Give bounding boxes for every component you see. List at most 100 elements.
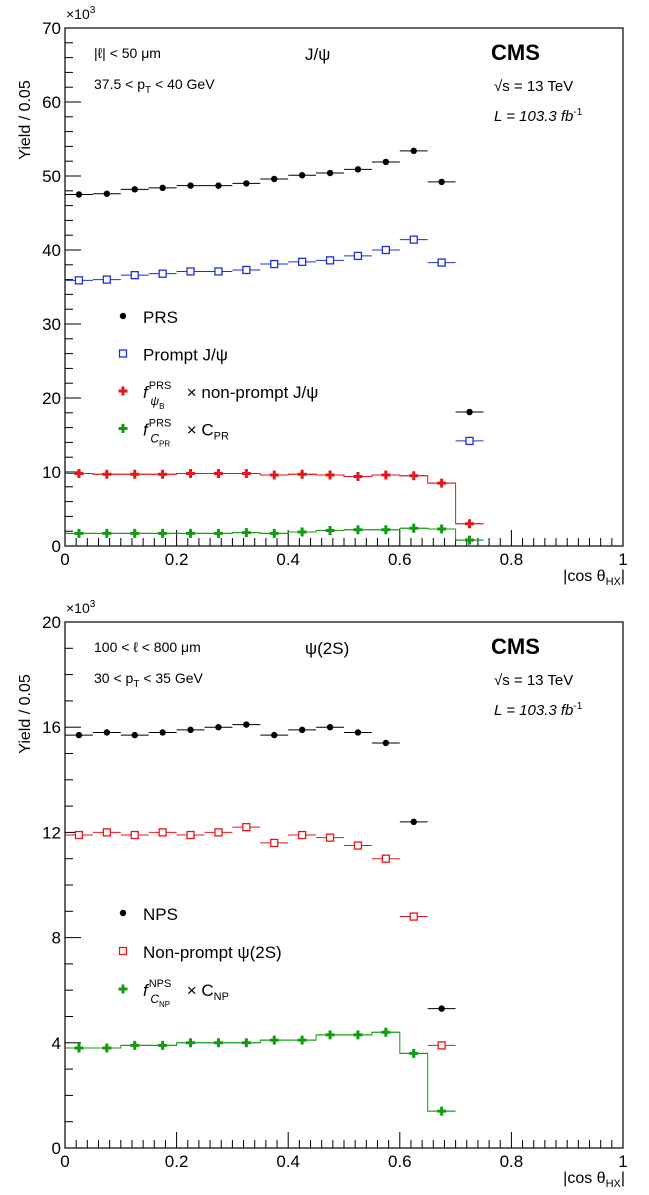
energy-label: √s = 13 TeV bbox=[494, 78, 573, 95]
data-point bbox=[74, 468, 84, 478]
y-multiplier: ×103 bbox=[66, 599, 96, 616]
series-4 bbox=[65, 523, 484, 545]
data-point bbox=[130, 1040, 140, 1050]
data-point bbox=[242, 265, 251, 275]
data-point bbox=[131, 731, 138, 739]
chart-panel-2: 0 0.2 0.4 0.6 0.8 1 0 4 8 12 16 20 ×103 Yield / 0.05 |… bbox=[17, 599, 628, 1190]
lumi-text: L = 103.3 fb bbox=[494, 108, 573, 125]
data-point bbox=[158, 469, 168, 479]
data-point bbox=[130, 271, 139, 280]
y-tick-label: 60 bbox=[42, 93, 61, 112]
series-1 bbox=[65, 147, 484, 416]
legend-marker bbox=[118, 349, 128, 358]
y-multiplier-base: ×10 bbox=[66, 6, 90, 22]
legend-sub: ψ bbox=[150, 394, 159, 408]
legend-f: f bbox=[143, 981, 150, 1000]
legend-label: fPRS ψB × non-prompt J/ψ bbox=[143, 380, 318, 411]
data-point bbox=[437, 1041, 446, 1050]
legend-label: NPS bbox=[143, 905, 178, 924]
data-point bbox=[409, 912, 418, 921]
data-point bbox=[353, 841, 363, 850]
y-tick-label: 40 bbox=[42, 241, 61, 260]
y-tick-label: 4 bbox=[52, 1034, 61, 1053]
data-point bbox=[466, 408, 473, 416]
energy-label: √s = 13 TeV bbox=[494, 672, 573, 689]
data-point bbox=[325, 470, 335, 480]
x-axis-label-sub: HX bbox=[606, 576, 622, 588]
x-tick-label: 0.8 bbox=[500, 1152, 524, 1171]
data-point bbox=[130, 830, 139, 840]
legend-post-sub: PR bbox=[214, 431, 229, 443]
y-multiplier: ×103 bbox=[66, 5, 96, 22]
legend: NPS Non-prompt ψ(2S) fNPS CNP × CNP bbox=[118, 905, 282, 1009]
x-axis-ticks bbox=[64, 530, 624, 546]
legend-f: f bbox=[143, 383, 150, 402]
y-tick-label: 8 bbox=[52, 929, 61, 948]
legend-entry: fNPS CNP × CNP bbox=[118, 978, 229, 1009]
cut-label-1: |ℓ| < 50 μm bbox=[94, 45, 161, 61]
data-point bbox=[409, 471, 419, 481]
data-point bbox=[74, 276, 84, 285]
data-point bbox=[381, 470, 391, 480]
y-tick-label: 20 bbox=[42, 613, 61, 632]
data-point bbox=[410, 147, 417, 155]
experiment-label: CMS bbox=[491, 40, 540, 65]
x-tick-label: 1 bbox=[618, 1152, 627, 1171]
lumi-label: L = 103.3 fb-1 bbox=[494, 701, 583, 719]
data-point bbox=[353, 251, 363, 261]
y-multiplier-exp: 3 bbox=[90, 5, 96, 16]
lumi-text: L = 103.3 fb bbox=[494, 702, 573, 719]
y-axis-ticks bbox=[65, 27, 81, 547]
cut-label-2: 37.5 < pT < 40 GeV bbox=[94, 76, 215, 96]
legend-post: × C bbox=[182, 981, 214, 1000]
data-point bbox=[381, 1027, 391, 1037]
data-point bbox=[381, 525, 391, 535]
legend-label: fPRS CPR × CPR bbox=[143, 418, 229, 449]
cut-2-sub: T bbox=[145, 85, 151, 96]
data-point bbox=[213, 468, 223, 478]
data-point bbox=[381, 245, 391, 255]
data-point bbox=[75, 731, 83, 739]
y-tick-label: 70 bbox=[42, 19, 61, 38]
data-point bbox=[271, 175, 278, 183]
data-point bbox=[243, 721, 250, 728]
data-point bbox=[326, 724, 334, 731]
data-point bbox=[159, 184, 166, 192]
series-line bbox=[65, 472, 484, 525]
x-axis-label-main: |cos θ bbox=[563, 1170, 606, 1187]
data-point bbox=[297, 527, 307, 537]
data-point bbox=[241, 468, 251, 478]
legend-marker bbox=[118, 946, 128, 956]
data-point bbox=[325, 833, 335, 842]
x-tick-label: 1 bbox=[618, 550, 627, 569]
legend-entry: Non-prompt ψ(2S) bbox=[118, 943, 282, 962]
y-tick-label: 12 bbox=[42, 823, 61, 842]
data-point bbox=[102, 1043, 112, 1053]
cut-label-1: 100 < ℓ < 800 μm bbox=[94, 639, 201, 655]
legend-marker bbox=[118, 424, 128, 433]
legend-sup: PRS bbox=[149, 380, 172, 392]
x-tick-label: 0 bbox=[60, 1152, 69, 1171]
data-point bbox=[186, 267, 195, 276]
cut-2-pre: 30 < p bbox=[94, 670, 134, 686]
x-axis-label-end: | bbox=[621, 1170, 625, 1187]
data-point bbox=[74, 1043, 84, 1053]
data-point bbox=[131, 186, 138, 193]
legend-marker bbox=[118, 984, 128, 994]
y-tick-label: 0 bbox=[52, 537, 61, 556]
x-tick-label: 0.6 bbox=[388, 1152, 412, 1171]
data-point bbox=[186, 1038, 196, 1048]
data-point bbox=[187, 726, 194, 734]
state-label: ψ(2S) bbox=[305, 639, 349, 658]
y-tick-label: 20 bbox=[42, 389, 61, 408]
y-axis-label: Yield / 0.05 bbox=[17, 80, 34, 160]
cut-label-2: 30 < pT < 35 GeV bbox=[94, 670, 204, 690]
cut-2-post: < 35 GeV bbox=[139, 670, 203, 686]
data-point bbox=[437, 524, 447, 534]
data-point bbox=[102, 469, 112, 479]
data-point bbox=[297, 830, 307, 840]
data-point bbox=[75, 191, 83, 198]
data-point bbox=[269, 470, 279, 480]
data-point bbox=[186, 468, 196, 478]
data-point bbox=[437, 478, 447, 488]
